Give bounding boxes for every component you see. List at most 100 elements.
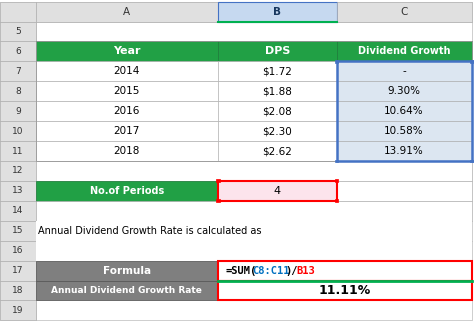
Bar	[0, 42, 36, 62]
Bar	[337, 81, 472, 101]
Text: 10.58%: 10.58%	[384, 126, 424, 136]
Bar	[218, 101, 337, 121]
Bar	[0, 201, 36, 221]
Text: Annual Dividend Growth Rate is calculated as: Annual Dividend Growth Rate is calculate…	[38, 226, 262, 236]
Bar	[0, 62, 36, 81]
Text: =SUM(: =SUM(	[225, 266, 256, 276]
Bar	[337, 141, 472, 161]
Bar	[0, 300, 36, 320]
Bar	[36, 221, 472, 241]
Bar	[36, 161, 472, 181]
Bar	[0, 161, 36, 181]
Bar	[337, 101, 472, 121]
Text: 9: 9	[15, 107, 21, 116]
Bar	[36, 121, 218, 141]
Text: $1.72: $1.72	[262, 66, 292, 76]
Text: Annual Dividend Growth Rate: Annual Dividend Growth Rate	[51, 286, 202, 295]
Text: 11.11%: 11.11%	[319, 284, 371, 297]
Bar	[36, 141, 218, 161]
Bar	[0, 241, 36, 260]
Bar	[36, 141, 472, 161]
Bar	[218, 62, 337, 81]
Text: 2014: 2014	[114, 66, 140, 76]
Bar	[0, 2, 36, 22]
Bar	[36, 62, 218, 81]
Bar	[36, 260, 472, 280]
Text: 11: 11	[12, 147, 24, 156]
Text: 14: 14	[12, 206, 23, 215]
Bar	[337, 121, 472, 141]
Bar	[36, 280, 218, 300]
Bar	[36, 81, 218, 101]
Text: 19: 19	[12, 306, 24, 315]
Text: $1.88: $1.88	[262, 86, 292, 96]
Bar	[337, 42, 472, 62]
Bar	[335, 179, 338, 182]
Bar	[36, 42, 472, 62]
Bar	[337, 2, 472, 22]
Text: 10: 10	[12, 127, 24, 136]
Text: 17: 17	[12, 266, 24, 275]
Text: 4: 4	[273, 186, 281, 196]
Bar	[36, 181, 218, 201]
Bar	[216, 199, 220, 202]
Text: 9.30%: 9.30%	[388, 86, 420, 96]
Bar	[0, 280, 36, 300]
Bar	[36, 280, 472, 300]
Bar	[0, 81, 36, 101]
Bar	[218, 81, 337, 101]
Bar	[216, 179, 220, 182]
Bar	[337, 181, 472, 201]
Text: 7: 7	[15, 67, 21, 76]
Bar	[36, 241, 472, 260]
Bar	[36, 62, 472, 81]
Text: 16: 16	[12, 246, 24, 255]
Text: 10.64%: 10.64%	[384, 106, 424, 116]
Bar	[218, 141, 337, 161]
Text: 13.91%: 13.91%	[384, 146, 424, 156]
Bar	[36, 42, 218, 62]
Text: C: C	[401, 6, 408, 16]
Bar	[218, 121, 337, 141]
Text: Formula: Formula	[103, 266, 151, 276]
Text: 2017: 2017	[114, 126, 140, 136]
Bar	[36, 2, 472, 22]
Text: Year: Year	[113, 46, 141, 56]
Bar	[0, 22, 36, 42]
Text: No.of Periods: No.of Periods	[90, 186, 164, 196]
Bar	[0, 81, 36, 101]
Bar	[218, 181, 337, 201]
Text: $2.30: $2.30	[263, 126, 292, 136]
Text: 12: 12	[12, 166, 23, 175]
Bar	[0, 241, 36, 260]
Bar	[36, 22, 472, 42]
Text: -: -	[402, 66, 406, 76]
Bar	[0, 181, 36, 201]
Bar	[0, 141, 36, 161]
Text: 13: 13	[12, 186, 24, 195]
Bar	[0, 141, 36, 161]
Bar	[36, 42, 472, 161]
Text: 15: 15	[12, 226, 24, 235]
Text: 18: 18	[12, 286, 24, 295]
Bar	[218, 260, 472, 280]
Text: 2018: 2018	[114, 146, 140, 156]
Bar	[337, 62, 472, 161]
Bar	[36, 161, 472, 181]
Bar	[36, 201, 472, 221]
Bar	[36, 101, 218, 121]
Bar	[36, 221, 472, 241]
Text: C8:C11: C8:C11	[252, 266, 290, 276]
Text: Dividend Growth: Dividend Growth	[358, 46, 450, 56]
Bar	[0, 181, 36, 201]
Bar	[36, 2, 218, 22]
Bar	[470, 60, 474, 63]
Text: 2015: 2015	[114, 86, 140, 96]
Bar	[0, 121, 36, 141]
Bar	[36, 260, 218, 280]
Bar	[218, 280, 472, 300]
Bar	[36, 121, 472, 141]
Bar	[0, 42, 36, 62]
Bar	[0, 101, 36, 121]
Bar	[335, 60, 338, 63]
